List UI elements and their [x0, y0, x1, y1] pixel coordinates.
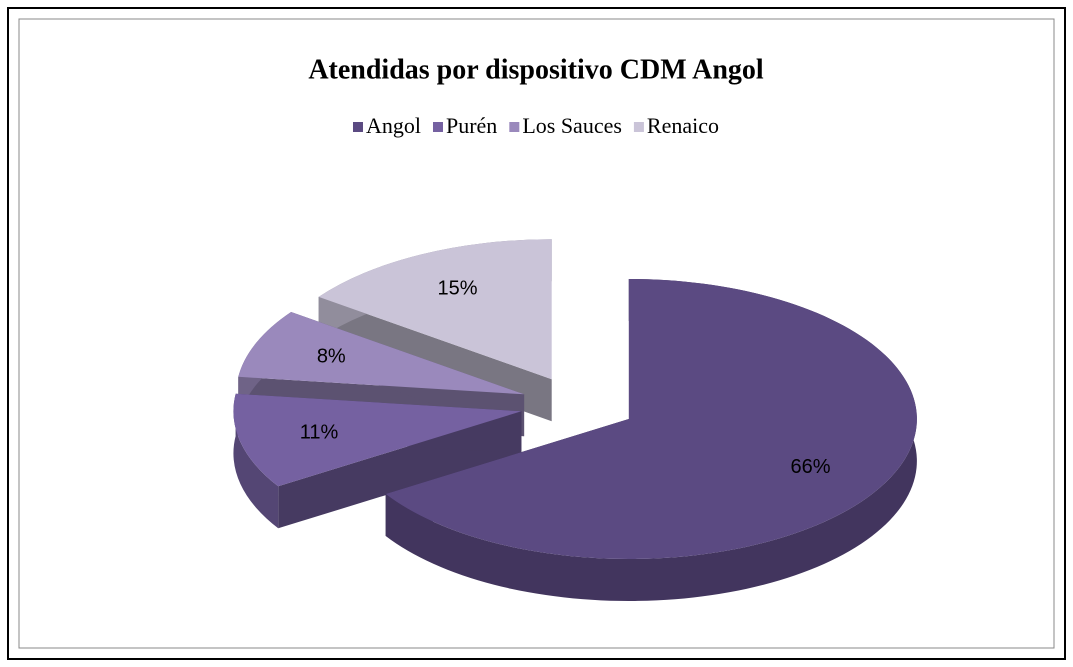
- legend-label: Purén: [446, 113, 497, 138]
- legend-item: Los Sauces: [509, 113, 622, 138]
- pie: 66% 11% 8% 15%: [233, 239, 917, 601]
- data-label: 11%: [300, 422, 339, 444]
- chart-title: Atendidas por dispositivo CDM Angol: [308, 54, 764, 85]
- slice-top: [238, 312, 525, 395]
- legend-swatch: [432, 122, 443, 132]
- legend-label: Los Sauces: [522, 113, 622, 138]
- data-label: 15%: [438, 278, 478, 300]
- slice: [385, 278, 917, 601]
- slice-top: [233, 393, 522, 487]
- legend-swatch: [509, 122, 520, 132]
- legend-item: Purén: [432, 113, 497, 138]
- slice-side: [233, 393, 279, 529]
- plot-frame: [18, 18, 1055, 649]
- slice: [233, 393, 522, 529]
- slice-top: [385, 278, 917, 559]
- data-label: 8%: [317, 345, 346, 367]
- legend-label: Renaico: [647, 113, 719, 138]
- slice-top: [318, 239, 552, 380]
- legend-swatch: [352, 122, 363, 132]
- legend-item: Angol: [352, 113, 421, 138]
- legend: Angol Purén Los Sauces Renaico: [352, 113, 719, 138]
- legend-swatch: [633, 122, 644, 132]
- legend-label: Angol: [366, 113, 421, 138]
- data-label: 66%: [791, 456, 831, 478]
- legend-item: Renaico: [633, 113, 719, 138]
